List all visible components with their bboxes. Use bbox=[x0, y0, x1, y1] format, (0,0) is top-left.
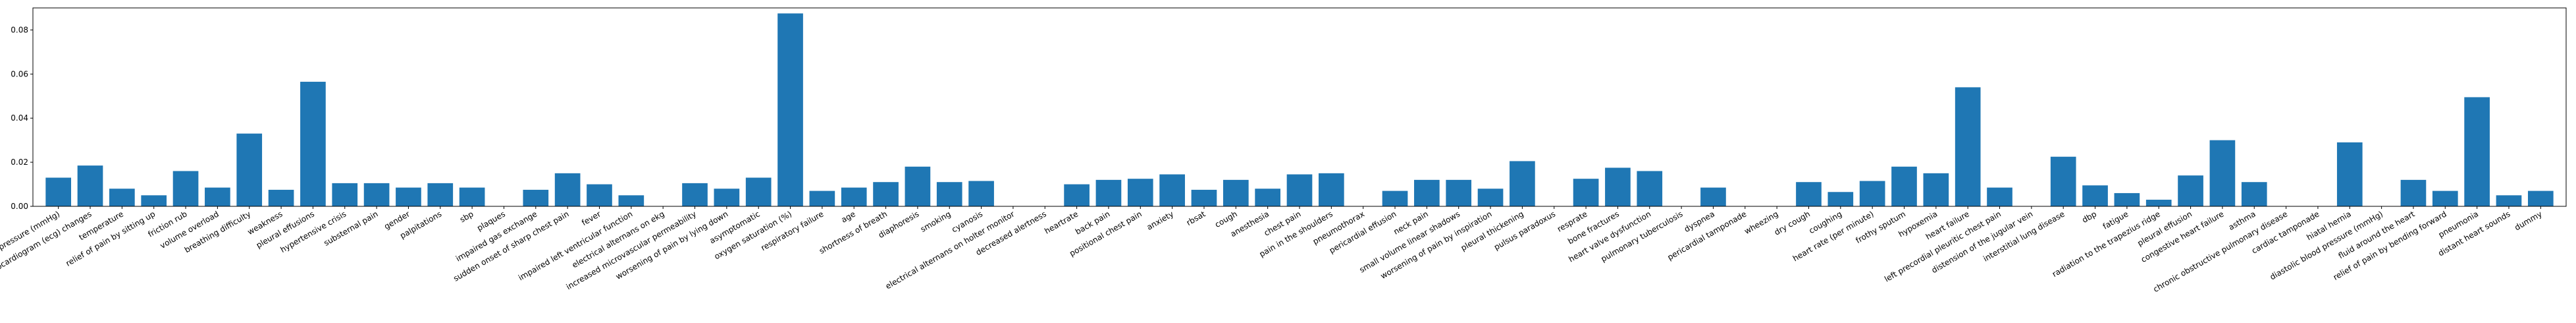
bar-40 bbox=[1319, 173, 1344, 206]
y-tick-label: 0.06 bbox=[11, 69, 28, 78]
bar-67 bbox=[2178, 175, 2203, 206]
bar-78 bbox=[2527, 191, 2554, 206]
bar-69 bbox=[2241, 182, 2267, 206]
bar-35 bbox=[1159, 174, 1185, 206]
bar-22 bbox=[745, 177, 772, 206]
bar-75 bbox=[2432, 191, 2458, 206]
bar-37 bbox=[1222, 179, 1249, 206]
bar-34 bbox=[1127, 179, 1153, 206]
bar-6 bbox=[236, 133, 263, 206]
bar-45 bbox=[1477, 189, 1504, 206]
bar-55 bbox=[1796, 182, 1822, 206]
bar-32 bbox=[1064, 184, 1090, 206]
bar-48 bbox=[1573, 179, 1599, 206]
bar-20 bbox=[682, 183, 708, 206]
bar-38 bbox=[1255, 189, 1280, 206]
bar-39 bbox=[1286, 174, 1313, 206]
bar-0 bbox=[45, 177, 72, 206]
bar-5 bbox=[205, 187, 230, 206]
bar-49 bbox=[1605, 167, 1631, 206]
bar-3 bbox=[141, 195, 167, 206]
bar-16 bbox=[554, 173, 581, 206]
bar-50 bbox=[1637, 171, 1663, 206]
bar-25 bbox=[841, 187, 867, 206]
bar-4 bbox=[172, 171, 199, 206]
bar-23 bbox=[777, 13, 803, 206]
bar-36 bbox=[1191, 189, 1217, 206]
bar-27 bbox=[905, 166, 931, 206]
bar-8 bbox=[300, 82, 326, 207]
bar-76 bbox=[2464, 97, 2490, 206]
y-tick-label: 0.04 bbox=[11, 113, 28, 123]
bar-59 bbox=[1923, 173, 1949, 206]
bar-29 bbox=[968, 181, 994, 206]
bar-43 bbox=[1414, 179, 1440, 206]
bar-12 bbox=[427, 183, 454, 206]
bar-58 bbox=[1891, 166, 1917, 206]
bar-18 bbox=[618, 195, 644, 206]
bar-2 bbox=[109, 189, 135, 206]
bar-24 bbox=[809, 191, 835, 206]
y-axis: 0.00 0.02 0.04 0.06 0.08 bbox=[11, 25, 33, 211]
y-tick-label: 0.00 bbox=[11, 202, 28, 211]
bars-group bbox=[45, 13, 2554, 207]
bar-13 bbox=[459, 187, 485, 206]
bar-63 bbox=[2050, 156, 2076, 206]
bar-33 bbox=[1095, 179, 1122, 206]
bar-21 bbox=[714, 189, 740, 206]
bar-64 bbox=[2082, 185, 2108, 206]
bar-77 bbox=[2496, 195, 2522, 206]
bar-57 bbox=[1859, 181, 1885, 206]
bar-61 bbox=[1987, 187, 2012, 206]
bar-26 bbox=[873, 182, 899, 206]
bar-56 bbox=[1827, 192, 1854, 206]
bar-28 bbox=[936, 182, 962, 206]
bar-66 bbox=[2145, 199, 2172, 206]
bar-17 bbox=[587, 184, 612, 206]
bar-60 bbox=[1955, 87, 1981, 206]
bar-11 bbox=[396, 187, 421, 206]
bar-68 bbox=[2209, 140, 2236, 206]
bar-1 bbox=[77, 165, 103, 206]
bar-46 bbox=[1510, 161, 1535, 206]
y-tick-label: 0.08 bbox=[11, 25, 28, 34]
bar-44 bbox=[1446, 179, 1472, 206]
bar-72 bbox=[2336, 142, 2363, 206]
bar-15 bbox=[523, 189, 549, 206]
y-tick-label: 0.02 bbox=[11, 158, 28, 167]
bar-74 bbox=[2400, 179, 2427, 206]
bar-7 bbox=[268, 189, 294, 206]
bar-65 bbox=[2114, 192, 2140, 206]
bar-52 bbox=[1700, 187, 1726, 206]
bar-10 bbox=[363, 183, 390, 206]
bar-9 bbox=[332, 183, 358, 206]
bar-42 bbox=[1382, 191, 1408, 206]
plot-frame bbox=[32, 7, 2567, 207]
